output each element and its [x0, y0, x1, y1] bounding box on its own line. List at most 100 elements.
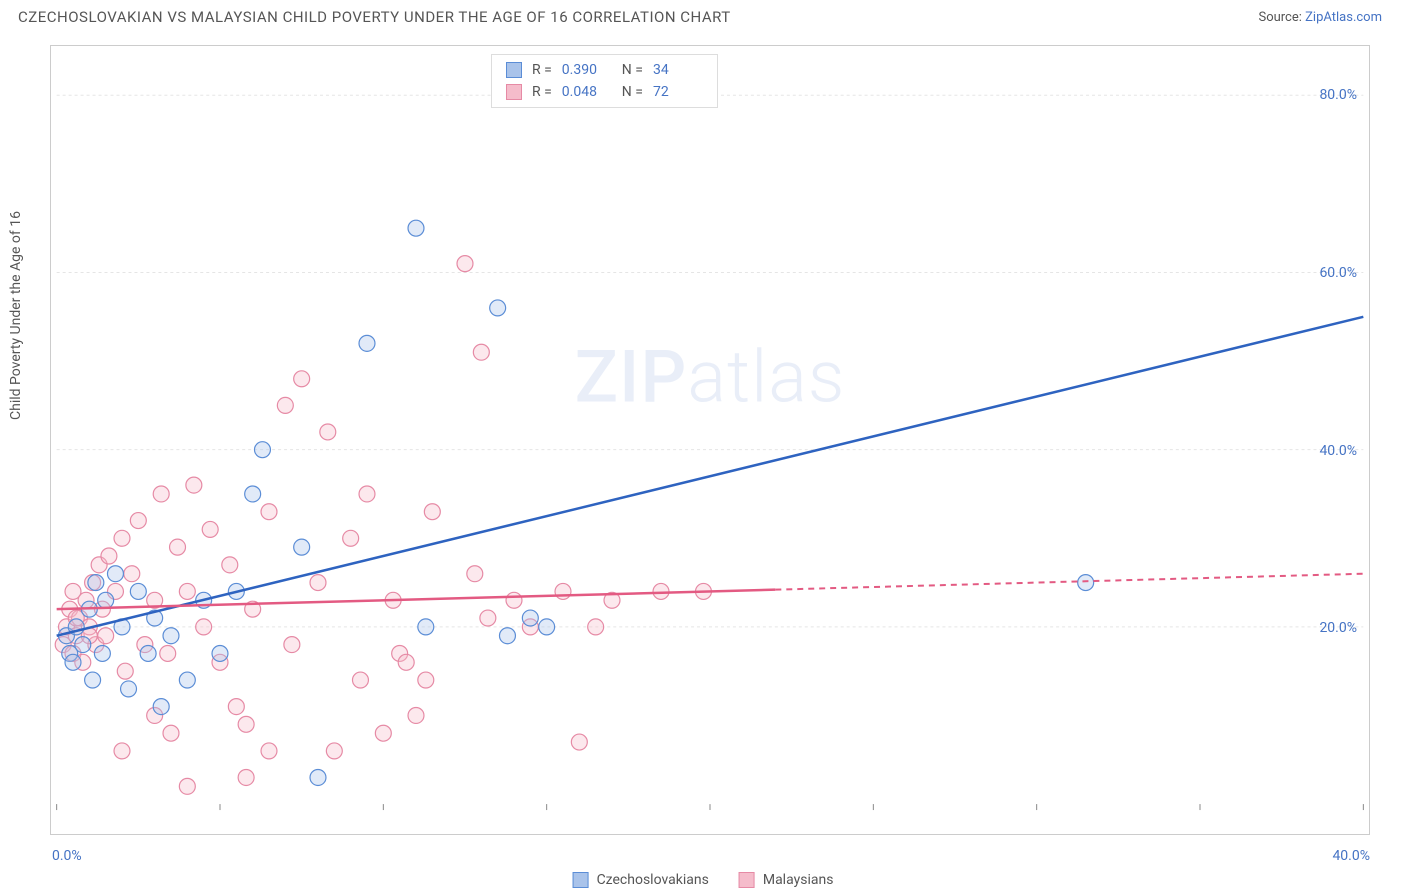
- chart-title: CZECHOSLOVAKIAN VS MALAYSIAN CHILD POVER…: [18, 8, 731, 26]
- source-link[interactable]: ZipAtlas.com: [1305, 10, 1382, 25]
- data-point-malaysians: [480, 610, 496, 626]
- data-point-malaysians: [238, 770, 254, 786]
- data-point-czechoslovakians: [121, 681, 137, 697]
- data-point-malaysians: [179, 778, 195, 794]
- data-point-czechoslovakians: [310, 770, 326, 786]
- data-point-czechoslovakians: [94, 645, 110, 661]
- data-point-czechoslovakians: [245, 486, 261, 502]
- chart-area: ZIPatlas R = 0.390 N = 34 R = 0.048 N = …: [50, 45, 1370, 835]
- data-point-malaysians: [408, 707, 424, 723]
- data-point-malaysians: [588, 619, 604, 635]
- series-legend: Czechoslovakians Malaysians: [573, 872, 834, 888]
- legend-label: Malaysians: [763, 872, 834, 888]
- source-prefix: Source:: [1258, 10, 1305, 25]
- legend-label: Czechoslovakians: [597, 872, 709, 888]
- data-point-malaysians: [130, 513, 146, 529]
- data-point-malaysians: [473, 344, 489, 360]
- data-point-malaysians: [228, 699, 244, 715]
- data-point-malaysians: [467, 566, 483, 582]
- data-point-malaysians: [326, 743, 342, 759]
- data-point-malaysians: [398, 654, 414, 670]
- correlation-stats-box: R = 0.390 N = 34 R = 0.048 N = 72: [491, 54, 718, 108]
- data-point-malaysians: [277, 397, 293, 413]
- y-tick-label: 60.0%: [1319, 265, 1357, 281]
- data-point-malaysians: [375, 725, 391, 741]
- data-point-malaysians: [310, 575, 326, 591]
- stats-row-malaysians: R = 0.048 N = 72: [506, 81, 703, 103]
- n-label: N =: [622, 59, 643, 81]
- data-point-czechoslovakians: [153, 699, 169, 715]
- data-point-malaysians: [179, 583, 195, 599]
- data-point-czechoslovakians: [98, 592, 114, 608]
- data-point-czechoslovakians: [163, 628, 179, 644]
- data-point-malaysians: [196, 619, 212, 635]
- data-point-malaysians: [261, 743, 277, 759]
- data-point-czechoslovakians: [65, 654, 81, 670]
- data-point-czechoslovakians: [130, 583, 146, 599]
- r-label: R =: [532, 81, 552, 103]
- data-point-malaysians: [170, 539, 186, 555]
- y-tick-label: 20.0%: [1319, 620, 1357, 636]
- x-axis-min-label: 0.0%: [52, 848, 82, 864]
- n-label: N =: [622, 81, 643, 103]
- data-point-malaysians: [186, 477, 202, 493]
- r-label: R =: [532, 59, 552, 81]
- legend-swatch-czechoslovakians: [506, 62, 522, 78]
- data-point-malaysians: [343, 530, 359, 546]
- data-point-czechoslovakians: [179, 672, 195, 688]
- data-point-czechoslovakians: [254, 442, 270, 458]
- data-point-czechoslovakians: [490, 300, 506, 316]
- data-point-malaysians: [114, 530, 130, 546]
- data-point-czechoslovakians: [539, 619, 555, 635]
- data-point-czechoslovakians: [85, 672, 101, 688]
- legend-item-malaysians: Malaysians: [739, 872, 834, 888]
- scatter-plot: [51, 46, 1369, 834]
- data-point-malaysians: [555, 583, 571, 599]
- data-point-malaysians: [124, 566, 140, 582]
- legend-swatch-malaysians: [506, 84, 522, 100]
- data-point-malaysians: [238, 716, 254, 732]
- data-point-czechoslovakians: [1078, 575, 1094, 591]
- legend-swatch-czechoslovakians: [573, 872, 589, 888]
- n-value: 72: [653, 81, 703, 103]
- data-point-malaysians: [222, 557, 238, 573]
- data-point-malaysians: [506, 592, 522, 608]
- data-point-malaysians: [294, 371, 310, 387]
- data-point-malaysians: [261, 504, 277, 520]
- data-point-czechoslovakians: [408, 220, 424, 236]
- data-point-malaysians: [418, 672, 434, 688]
- n-value: 34: [653, 59, 703, 81]
- data-point-malaysians: [117, 663, 133, 679]
- r-value: 0.048: [562, 81, 612, 103]
- data-point-czechoslovakians: [88, 575, 104, 591]
- y-tick-label: 40.0%: [1319, 443, 1357, 459]
- legend-swatch-malaysians: [739, 872, 755, 888]
- data-point-czechoslovakians: [499, 628, 515, 644]
- legend-item-czechoslovakians: Czechoslovakians: [573, 872, 709, 888]
- data-point-malaysians: [457, 256, 473, 272]
- x-axis-max-label: 40.0%: [1332, 848, 1370, 864]
- data-point-czechoslovakians: [418, 619, 434, 635]
- data-point-malaysians: [101, 548, 117, 564]
- r-value: 0.390: [562, 59, 612, 81]
- source-attribution: Source: ZipAtlas.com: [1258, 10, 1382, 25]
- data-point-malaysians: [424, 504, 440, 520]
- data-point-malaysians: [284, 637, 300, 653]
- trendline-malaysians: [57, 590, 776, 609]
- data-point-czechoslovakians: [212, 645, 228, 661]
- data-point-czechoslovakians: [294, 539, 310, 555]
- data-point-czechoslovakians: [75, 637, 91, 653]
- data-point-malaysians: [114, 743, 130, 759]
- data-point-czechoslovakians: [522, 610, 538, 626]
- trendline-malaysians-extrapolated: [775, 574, 1363, 590]
- y-axis-label: Child Poverty Under the Age of 16: [8, 211, 24, 420]
- y-tick-label: 80.0%: [1319, 87, 1357, 103]
- data-point-malaysians: [160, 645, 176, 661]
- data-point-malaysians: [359, 486, 375, 502]
- data-point-malaysians: [98, 628, 114, 644]
- stats-row-czechoslovakians: R = 0.390 N = 34: [506, 59, 703, 81]
- data-point-malaysians: [320, 424, 336, 440]
- data-point-malaysians: [202, 521, 218, 537]
- data-point-czechoslovakians: [140, 645, 156, 661]
- data-point-malaysians: [571, 734, 587, 750]
